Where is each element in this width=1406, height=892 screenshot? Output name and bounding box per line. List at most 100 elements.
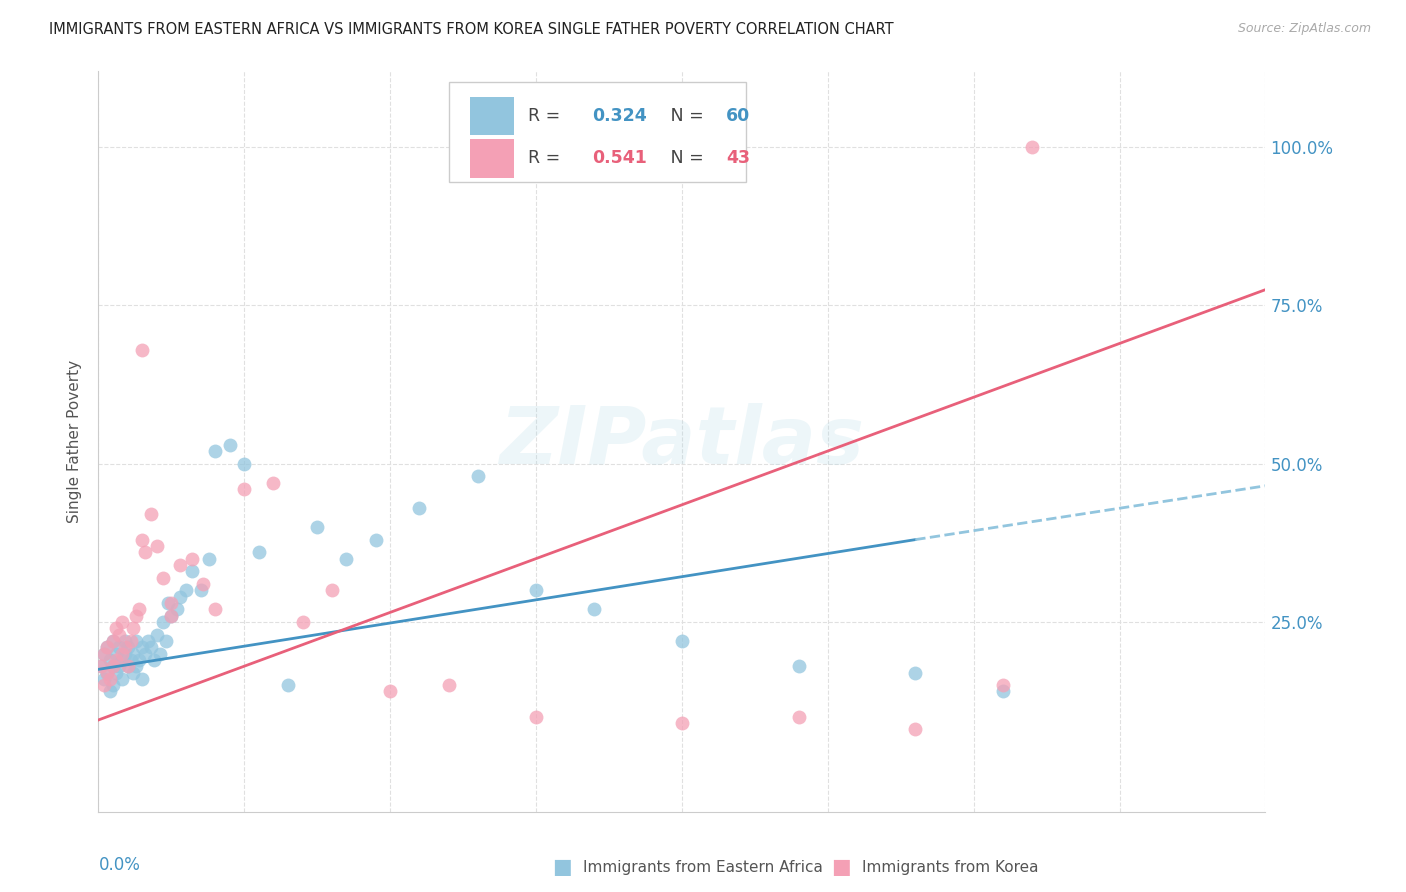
Text: 0.324: 0.324	[592, 107, 647, 125]
Text: N =: N =	[654, 107, 709, 125]
Point	[122, 665, 145, 680]
Point	[408, 500, 430, 515]
Point	[131, 343, 153, 357]
Point	[524, 710, 547, 724]
Point	[114, 640, 136, 655]
Point	[125, 608, 148, 623]
Point	[152, 571, 174, 585]
Point	[125, 659, 148, 673]
Point	[787, 710, 810, 724]
Point	[233, 457, 256, 471]
Text: ■: ■	[831, 857, 851, 877]
Point	[142, 653, 165, 667]
Point	[139, 508, 162, 522]
Point	[104, 665, 127, 680]
Point	[146, 627, 169, 641]
Point	[204, 602, 226, 616]
Point	[180, 551, 202, 566]
Point	[671, 633, 693, 648]
Text: R =: R =	[527, 107, 565, 125]
Text: Immigrants from Korea: Immigrants from Korea	[862, 860, 1039, 874]
Point	[218, 438, 240, 452]
Point	[104, 621, 127, 635]
Point	[101, 633, 124, 648]
Point	[190, 583, 212, 598]
Point	[111, 653, 134, 667]
Point	[134, 647, 156, 661]
Point	[128, 602, 150, 616]
FancyBboxPatch shape	[449, 82, 747, 183]
Point	[904, 665, 927, 680]
Point	[157, 596, 180, 610]
Point	[204, 444, 226, 458]
FancyBboxPatch shape	[470, 96, 513, 135]
Point	[98, 672, 121, 686]
Point	[904, 723, 927, 737]
Text: 0.0%: 0.0%	[98, 856, 141, 874]
Point	[307, 520, 329, 534]
Point	[149, 647, 172, 661]
Text: 43: 43	[727, 149, 751, 168]
Point	[380, 684, 402, 698]
Point	[101, 633, 124, 648]
Point	[125, 633, 148, 648]
Y-axis label: Single Father Poverty: Single Father Poverty	[67, 360, 83, 523]
Point	[160, 596, 183, 610]
Point	[114, 647, 136, 661]
Point	[321, 583, 343, 598]
Point	[193, 577, 215, 591]
Point	[131, 533, 153, 547]
Point	[787, 659, 810, 673]
Point	[90, 659, 112, 673]
Point	[96, 665, 118, 680]
Point	[117, 659, 139, 673]
Point	[364, 533, 387, 547]
Point	[96, 640, 118, 655]
Point	[136, 633, 159, 648]
Point	[120, 653, 142, 667]
Text: Source: ZipAtlas.com: Source: ZipAtlas.com	[1237, 22, 1371, 36]
Point	[291, 615, 314, 629]
Point	[114, 633, 136, 648]
Point	[98, 653, 121, 667]
Point	[93, 678, 115, 692]
Point	[1021, 140, 1043, 154]
Point	[98, 684, 121, 698]
Point	[247, 545, 270, 559]
Point	[991, 684, 1014, 698]
Point	[155, 633, 177, 648]
Text: IMMIGRANTS FROM EASTERN AFRICA VS IMMIGRANTS FROM KOREA SINGLE FATHER POVERTY CO: IMMIGRANTS FROM EASTERN AFRICA VS IMMIGR…	[49, 22, 894, 37]
Text: N =: N =	[654, 149, 709, 168]
Point	[104, 647, 127, 661]
Point	[139, 640, 162, 655]
Text: 60: 60	[727, 107, 751, 125]
Point	[101, 659, 124, 673]
Point	[467, 469, 489, 483]
Point	[262, 475, 284, 490]
Point	[108, 640, 131, 655]
Point	[169, 558, 191, 572]
FancyBboxPatch shape	[470, 139, 513, 178]
Point	[93, 647, 115, 661]
Point	[233, 482, 256, 496]
Point	[108, 659, 131, 673]
Point	[437, 678, 460, 692]
Point	[152, 615, 174, 629]
Point	[146, 539, 169, 553]
Text: ZIPatlas: ZIPatlas	[499, 402, 865, 481]
Point	[671, 716, 693, 731]
Point	[131, 672, 153, 686]
Point	[90, 659, 112, 673]
Point	[93, 647, 115, 661]
Point	[991, 678, 1014, 692]
Point	[277, 678, 299, 692]
Point	[108, 627, 131, 641]
Point	[117, 659, 139, 673]
Point	[93, 672, 115, 686]
Point	[169, 590, 191, 604]
Point	[524, 583, 547, 598]
Point	[583, 602, 606, 616]
Point	[117, 640, 139, 655]
Point	[180, 564, 202, 578]
Text: ■: ■	[553, 857, 572, 877]
